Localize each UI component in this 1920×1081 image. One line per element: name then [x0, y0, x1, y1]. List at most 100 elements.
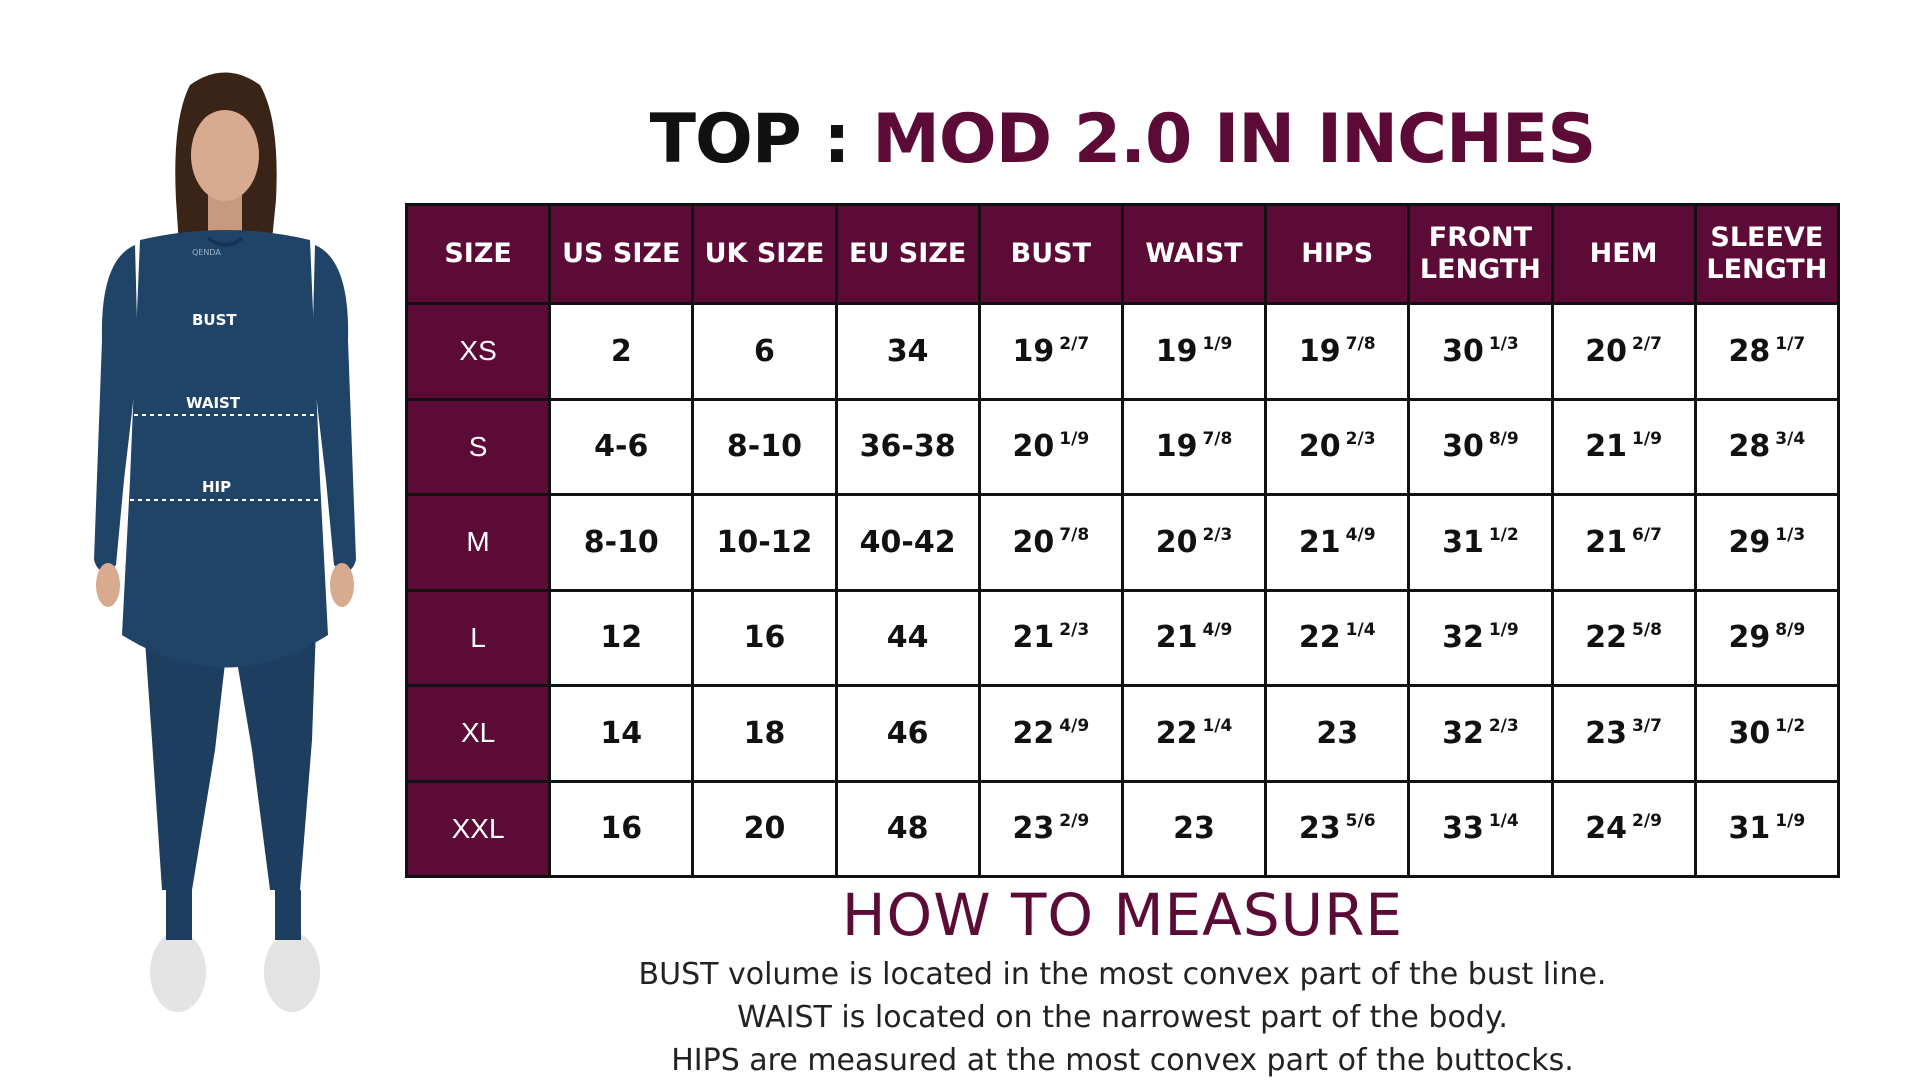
waist-label: WAIST — [186, 394, 241, 412]
value-whole: 23 — [1298, 811, 1341, 847]
value-fraction: 1/9 — [1775, 811, 1806, 832]
value-whole: 34 — [886, 333, 929, 369]
value-whole: 20 — [1585, 333, 1628, 369]
table-cell: 19 7/8 — [1120, 397, 1268, 496]
value-whole: 4-6 — [594, 429, 649, 465]
how-to-measure-heading: HOW TO MEASURE — [841, 881, 1404, 949]
column-header: UK SIZE — [691, 203, 838, 305]
table-row: XS 2 6 34 19 2/7 19 1/9 19 7/8 30 1/3 20 2/7 28 1/7 — [404, 302, 1841, 401]
table-cell: 30 8/9 — [1407, 397, 1554, 496]
page-title: TOP : MOD 2.0 IN INCHES — [405, 100, 1840, 180]
value-fraction: 3/7 — [1632, 715, 1662, 736]
value-fraction: 2/9 — [1632, 811, 1662, 832]
table-cell: 18 — [691, 684, 838, 783]
value-whole: 20 — [1155, 524, 1198, 560]
value-whole: 28 — [1728, 333, 1771, 369]
table-cell: 19 1/9 — [1120, 302, 1268, 401]
table-cell: 16 — [691, 588, 838, 687]
table-row: XXL 16 20 48 23 2/9 23 23 5/6 33 1/4 24 2/9 31 1/9 — [404, 779, 1841, 878]
value-whole: 14 — [600, 715, 643, 751]
table-cell: 28 1/7 — [1693, 302, 1841, 401]
table-cell: 28 3/4 — [1693, 397, 1841, 496]
table-cell: 31 1/9 — [1693, 779, 1841, 878]
value-whole: 12 — [600, 620, 643, 656]
value-whole: 30 — [1728, 715, 1771, 751]
value-fraction: 2/7 — [1632, 333, 1662, 354]
value-whole: 31 — [1728, 811, 1771, 847]
table-cell: 10-12 — [691, 493, 838, 592]
value-fraction: 8/9 — [1488, 429, 1519, 450]
value-whole: 20 — [743, 811, 786, 847]
value-fraction: 2/3 — [1488, 715, 1519, 736]
value-whole: 8-10 — [726, 429, 802, 465]
table-cell: 21 6/7 — [1550, 493, 1697, 592]
value-fraction: 5/8 — [1632, 620, 1662, 641]
column-header: WAIST — [1120, 203, 1268, 305]
value-whole: 18 — [743, 715, 786, 751]
model-illustration: QENDA BUST WAIST HIP — [94, 72, 356, 1012]
value-whole: 23 — [1173, 811, 1215, 847]
table-cell: 4-6 — [548, 397, 695, 496]
value-whole: 32 — [1442, 620, 1484, 656]
table-cell: 34 — [834, 302, 981, 401]
value-fraction: 8/9 — [1775, 620, 1806, 641]
value-fraction: 2/3 — [1202, 524, 1233, 545]
column-header: EU SIZE — [834, 203, 981, 305]
value-whole: 40-42 — [859, 524, 956, 560]
value-whole: 20 — [1012, 524, 1055, 560]
table-row: XL 14 18 46 22 4/9 22 1/4 23 32 2/3 23 3/7 30 1/2 — [404, 684, 1841, 783]
value-fraction: 4/9 — [1202, 620, 1233, 641]
value-whole: 21 — [1155, 620, 1198, 656]
value-whole: 16 — [743, 620, 786, 656]
table-cell: 22 5/8 — [1550, 588, 1697, 687]
value-fraction: 3/4 — [1775, 429, 1806, 450]
table-cell: 14 — [548, 684, 695, 783]
column-header: FRONT LENGTH — [1407, 203, 1554, 305]
value-fraction: 1/4 — [1202, 715, 1233, 736]
table-cell: 44 — [834, 588, 981, 687]
table-cell: 8-10 — [691, 397, 838, 496]
value-fraction: 7/8 — [1059, 524, 1090, 545]
table-cell: 33 1/4 — [1407, 779, 1554, 878]
value-whole: 6 — [754, 333, 775, 369]
table-cell: 30 1/2 — [1693, 684, 1841, 783]
table-cell: 16 — [548, 779, 695, 878]
size-label-cell: XS — [404, 302, 552, 401]
value-whole: 29 — [1728, 524, 1771, 560]
table-cell: 20 7/8 — [977, 493, 1124, 592]
table-cell: 31 1/2 — [1407, 493, 1554, 592]
value-fraction: 2/9 — [1059, 811, 1090, 832]
table-cell: 23 — [1264, 684, 1411, 783]
value-whole: 36-38 — [859, 429, 956, 465]
value-fraction: 2/7 — [1059, 333, 1090, 354]
value-fraction: 4/9 — [1345, 524, 1376, 545]
value-whole: 22 — [1298, 620, 1341, 656]
value-whole: 46 — [886, 715, 929, 751]
value-fraction: 1/7 — [1775, 333, 1806, 354]
table-row: M 8-10 10-12 40-42 20 7/8 20 2/3 21 4/9 31 1/2 21 6/7… — [404, 493, 1841, 592]
table-cell: 20 — [691, 779, 838, 878]
table-cell: 23 — [1120, 779, 1268, 878]
value-whole: 31 — [1442, 524, 1484, 560]
value-whole: 48 — [886, 811, 929, 847]
table-cell: 21 1/9 — [1550, 397, 1697, 496]
header-row: SIZE US SIZE UK SIZE EU SIZE BUST WAIST HIPS FR… — [404, 203, 1841, 305]
table-cell: 21 4/9 — [1264, 493, 1411, 592]
size-label-cell: XXL — [404, 779, 552, 878]
model-figure: QENDA BUST WAIST HIP — [80, 60, 370, 1020]
value-fraction: 2/3 — [1059, 620, 1090, 641]
value-whole: 21 — [1298, 524, 1341, 560]
value-whole: 8-10 — [583, 524, 659, 560]
value-whole: 32 — [1442, 715, 1484, 751]
value-fraction: 1/9 — [1632, 429, 1662, 450]
value-whole: 19 — [1298, 333, 1341, 369]
table-cell: 2 — [548, 302, 695, 401]
value-whole: 22 — [1585, 620, 1628, 656]
size-label-cell: XL — [404, 684, 552, 783]
value-whole: 21 — [1012, 620, 1055, 656]
value-fraction: 7/8 — [1345, 333, 1376, 354]
column-header: HEM — [1550, 203, 1697, 305]
column-header: US SIZE — [548, 203, 695, 305]
value-whole: 28 — [1728, 429, 1771, 465]
value-fraction: 1/9 — [1488, 620, 1519, 641]
